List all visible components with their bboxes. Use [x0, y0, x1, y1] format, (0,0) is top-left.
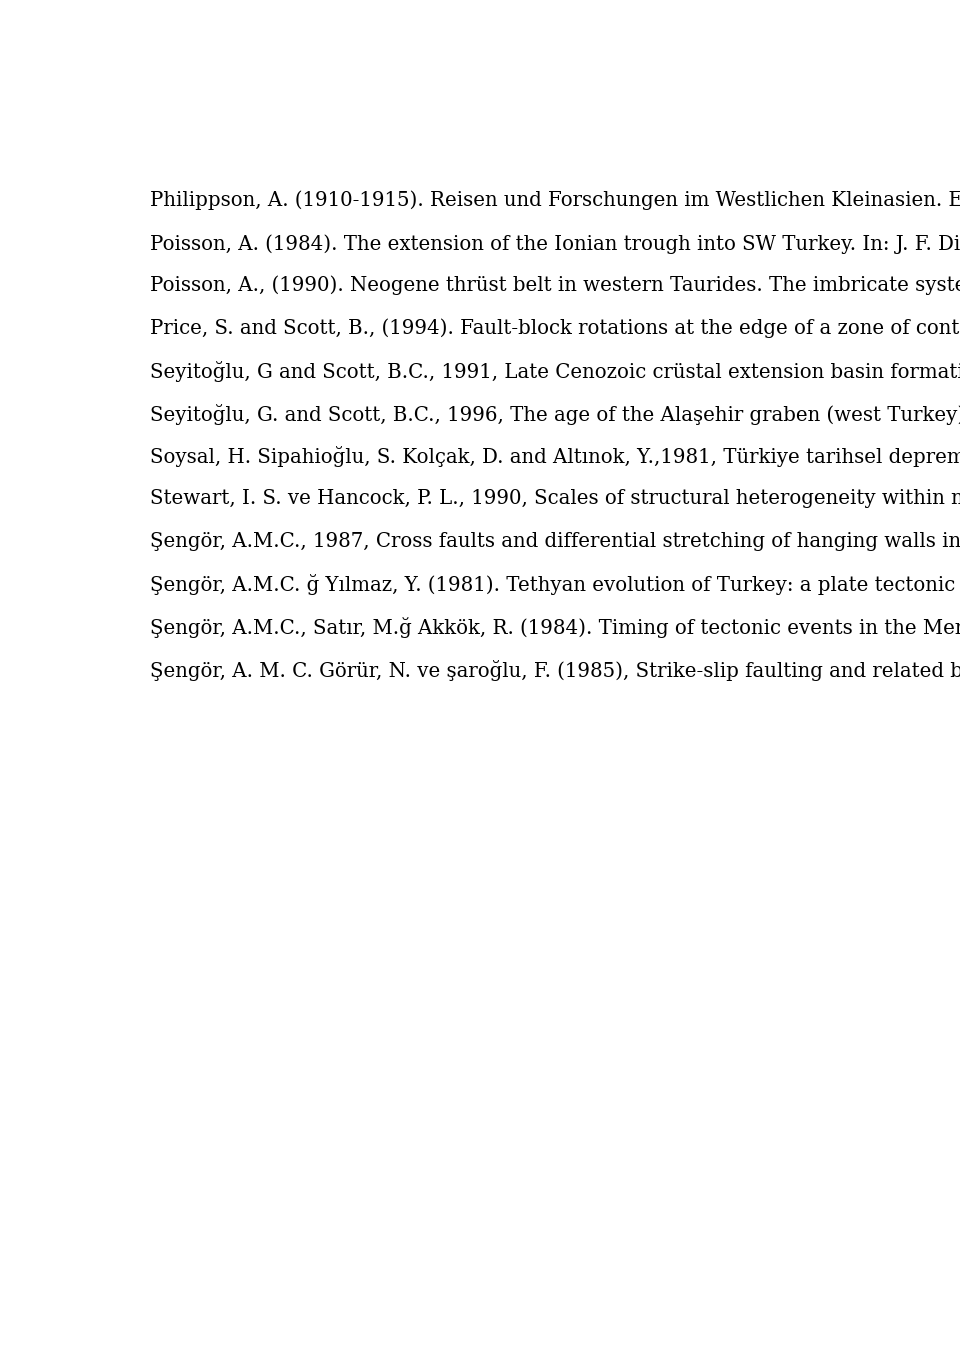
Text: Philippson, A. (1910-1915). Reisen und Forschungen im Westlichen Kleinasien. Erg: Philippson, A. (1910-1915). Reisen und F…	[150, 190, 960, 210]
Text: Price, S. and Scott, B., (1994). Fault-block rotations at the edge of a zone of : Price, S. and Scott, B., (1994). Fault-b…	[150, 318, 960, 338]
Text: Poisson, A. (1984). The extension of the Ionian trough into SW Turkey. In: J. F.: Poisson, A. (1984). The extension of the…	[150, 232, 960, 254]
Text: Şengör, A.M.C., 1987, Cross faults and differential stretching of hanging walls : Şengör, A.M.C., 1987, Cross faults and d…	[150, 532, 960, 551]
Text: Soysal, H. Sipahioğlu, S. Kolçak, D. and Altınok, Y.,1981, Türkiye tarihsel depr: Soysal, H. Sipahioğlu, S. Kolçak, D. and…	[150, 446, 960, 467]
Text: Poisson, A., (1990). Neogene thrüst belt in western Taurides. The imbricate syst: Poisson, A., (1990). Neogene thrüst belt…	[150, 275, 960, 294]
Text: Seyitoğlu, G. and Scott, B.C., 1996, The age of the Alaşehir graben (west Turkey: Seyitoğlu, G. and Scott, B.C., 1996, The…	[150, 403, 960, 425]
Text: Şengör, A. M. C. Görür, N. ve şaroğlu, F. (1985), Strike-slip faulting and relat: Şengör, A. M. C. Görür, N. ve şaroğlu, F…	[150, 660, 960, 681]
Text: Şengör, A.M.C. ğ Yılmaz, Y. (1981). Tethyan evolution of Turkey: a plate tectoni: Şengör, A.M.C. ğ Yılmaz, Y. (1981). Teth…	[150, 574, 960, 596]
Text: Seyitoğlu, G and Scott, B.C., 1991, Late Cenozoic crüstal extension basin format: Seyitoğlu, G and Scott, B.C., 1991, Late…	[150, 361, 960, 381]
Text: Şengör, A.M.C., Satır, M.ğ Akkök, R. (1984). Timing of tectonic events in the Me: Şengör, A.M.C., Satır, M.ğ Akkök, R. (19…	[150, 617, 960, 638]
Text: Stewart, I. S. ve Hancock, P. L., 1990, Scales of structural heterogeneity withi: Stewart, I. S. ve Hancock, P. L., 1990, …	[150, 489, 960, 508]
